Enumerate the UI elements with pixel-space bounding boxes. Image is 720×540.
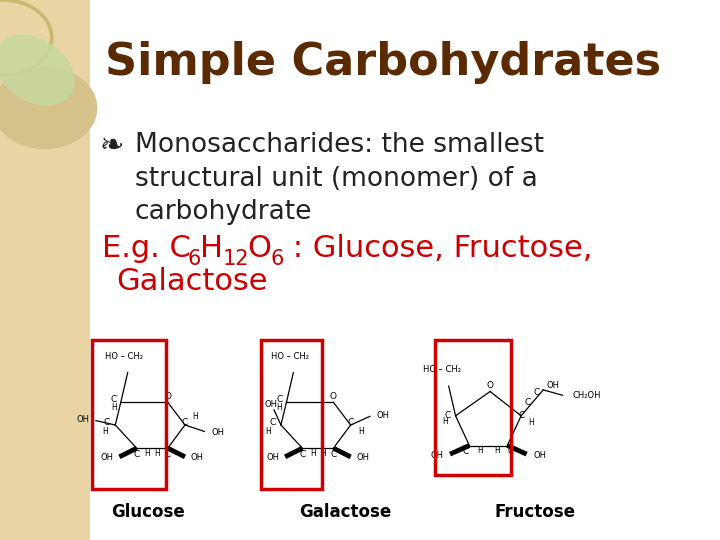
Text: HO – CH₂: HO – CH₂ — [271, 352, 309, 361]
Text: C: C — [330, 450, 336, 459]
Text: H: H — [144, 449, 150, 458]
Text: H: H — [192, 413, 198, 421]
Text: Galactose: Galactose — [299, 503, 391, 521]
Text: C: C — [508, 448, 514, 456]
Text: C: C — [463, 448, 469, 456]
Text: 6: 6 — [271, 249, 284, 269]
Text: C: C — [111, 395, 117, 404]
Text: OH: OH — [191, 454, 204, 462]
Text: H: H — [442, 417, 448, 426]
Text: H: H — [102, 427, 108, 436]
Text: O: O — [164, 393, 171, 401]
Text: H: H — [528, 418, 534, 427]
Text: C: C — [300, 450, 305, 459]
Text: OH: OH — [101, 454, 114, 462]
Circle shape — [0, 68, 96, 148]
Text: OH: OH — [264, 400, 277, 409]
Bar — [261, 340, 322, 489]
Text: H: H — [111, 403, 117, 412]
Text: OH: OH — [356, 454, 369, 462]
Bar — [0, 0, 90, 540]
Text: C: C — [518, 411, 524, 420]
Text: O: O — [248, 234, 271, 263]
Text: carbohydrate: carbohydrate — [135, 199, 312, 225]
Text: Fructose: Fructose — [495, 503, 575, 521]
Text: C: C — [133, 450, 140, 459]
Text: OH: OH — [546, 381, 559, 390]
Text: C: C — [182, 418, 188, 427]
Text: C: C — [269, 418, 276, 427]
Text: OH: OH — [76, 415, 89, 424]
Text: H: H — [477, 447, 482, 455]
Text: H: H — [310, 449, 315, 458]
Text: 12: 12 — [222, 249, 248, 269]
Text: OH: OH — [211, 428, 224, 437]
Text: C: C — [525, 398, 531, 407]
Text: Monosaccharides: the smallest: Monosaccharides: the smallest — [135, 132, 544, 158]
Text: Simple Carbohydrates: Simple Carbohydrates — [105, 40, 661, 84]
Text: HO – CH₂: HO – CH₂ — [105, 352, 143, 361]
Text: structural unit (monomer) of a: structural unit (monomer) of a — [135, 166, 537, 192]
Bar — [92, 340, 166, 489]
Text: : Glucose, Fructose,: : Glucose, Fructose, — [284, 234, 593, 263]
Text: C: C — [276, 395, 283, 404]
Text: H: H — [358, 428, 364, 436]
Text: H: H — [494, 447, 500, 455]
Text: OH: OH — [377, 411, 390, 420]
Text: C: C — [165, 450, 171, 459]
Text: OH: OH — [266, 454, 279, 462]
Text: C: C — [348, 418, 354, 427]
Text: OH: OH — [430, 451, 443, 460]
Text: H: H — [200, 234, 223, 263]
Text: H: H — [155, 449, 161, 458]
Text: Glucose: Glucose — [112, 503, 185, 521]
Text: H: H — [320, 449, 326, 458]
Text: ❧: ❧ — [100, 132, 125, 160]
Text: H: H — [276, 403, 282, 412]
Text: C: C — [534, 388, 539, 397]
Ellipse shape — [0, 36, 74, 105]
Text: O: O — [330, 393, 337, 401]
Text: H: H — [266, 427, 271, 436]
Text: C: C — [104, 418, 110, 427]
Text: 6: 6 — [187, 249, 201, 269]
Text: Galactose: Galactose — [116, 267, 267, 296]
Text: HO – CH₂: HO – CH₂ — [423, 365, 461, 374]
Text: O: O — [487, 381, 494, 389]
Bar — [435, 340, 510, 475]
Bar — [90, 302, 687, 518]
Text: OH: OH — [534, 451, 546, 460]
Text: C: C — [444, 411, 451, 420]
Text: CH₂OH: CH₂OH — [572, 391, 600, 400]
Text: E.g. C: E.g. C — [102, 234, 191, 263]
